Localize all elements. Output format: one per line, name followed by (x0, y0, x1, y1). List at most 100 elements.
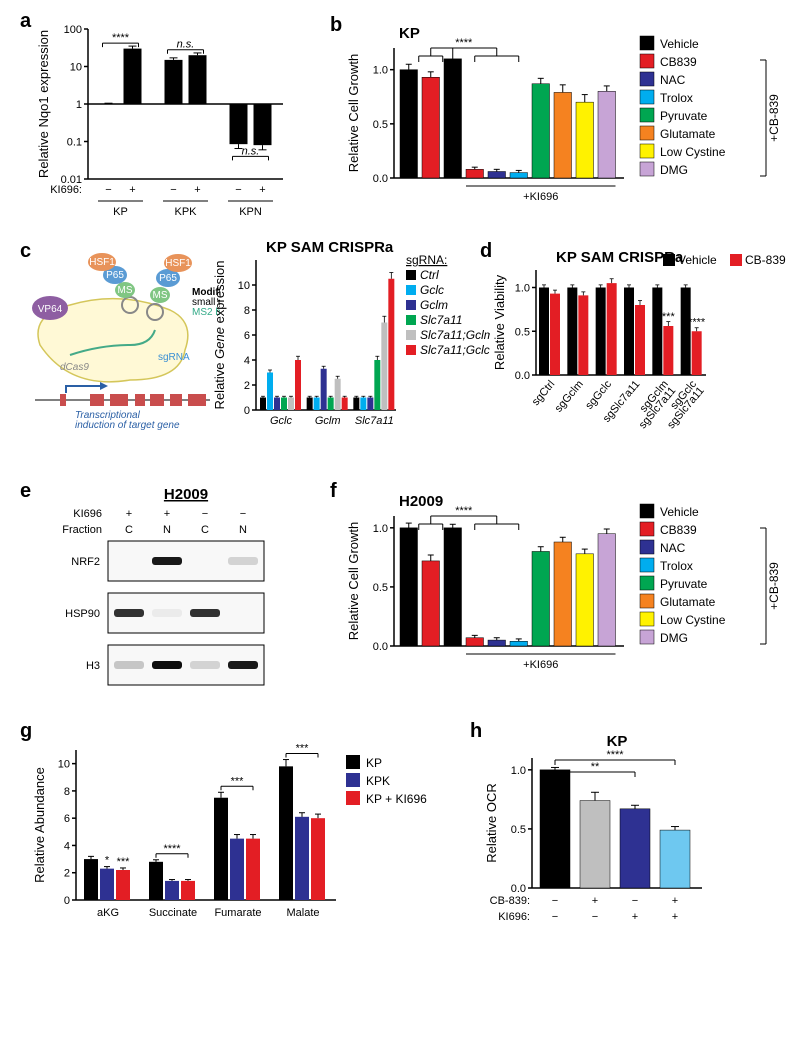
svg-text:NAC: NAC (660, 541, 686, 555)
svg-text:−: − (202, 508, 208, 520)
svg-text:+: + (194, 184, 200, 196)
svg-text:0.0: 0.0 (373, 641, 388, 653)
svg-text:+: + (592, 895, 598, 907)
svg-text:*: * (105, 855, 110, 867)
svg-text:+CB-839: +CB-839 (767, 94, 780, 142)
svg-text:HSF1: HSF1 (89, 257, 115, 268)
svg-text:0.0: 0.0 (373, 173, 388, 185)
svg-text:Relative Abundance: Relative Abundance (32, 767, 47, 883)
svg-text:N: N (239, 524, 247, 536)
svg-text:P65: P65 (159, 273, 177, 284)
svg-text:Vehicle: Vehicle (660, 37, 699, 51)
svg-text:sgGclm: sgGclm (553, 378, 586, 414)
svg-text:Relative Viability: Relative Viability (492, 274, 507, 370)
svg-text:+CB-839: +CB-839 (767, 562, 780, 610)
svg-text:KP SAM CRISPRa: KP SAM CRISPRa (266, 239, 394, 256)
svg-text:Slc7a11;Gclc: Slc7a11;Gclc (420, 343, 490, 357)
svg-text:0.5: 0.5 (373, 119, 388, 131)
panel-c-diagram: dCas9VP64sgRNAMSMSP65P65HSF1HSF1Modified… (20, 250, 220, 440)
svg-text:sgCtrl: sgCtrl (530, 378, 558, 408)
svg-text:C: C (125, 524, 133, 536)
svg-text:***: *** (231, 775, 245, 787)
svg-text:KPK: KPK (366, 774, 390, 788)
svg-text:Glutamate: Glutamate (660, 595, 716, 609)
svg-text:Relative OCR: Relative OCR (484, 783, 499, 862)
svg-text:CB-839: CB-839 (745, 253, 786, 267)
svg-text:MS: MS (118, 285, 133, 296)
panel-d-chart: KP SAM CRISPRa0.00.51.0Relative Viabilit… (490, 248, 790, 468)
svg-text:VP64: VP64 (38, 304, 63, 315)
svg-text:KPN: KPN (239, 206, 262, 218)
svg-text:CB839: CB839 (660, 523, 697, 537)
svg-text:MS: MS (153, 290, 168, 301)
svg-text:Vehicle: Vehicle (678, 253, 717, 267)
svg-text:Gclm: Gclm (420, 298, 448, 312)
svg-text:2: 2 (64, 868, 70, 880)
svg-text:n.s.: n.s. (242, 145, 260, 157)
svg-text:H2009: H2009 (164, 486, 208, 503)
svg-text:Trolox: Trolox (660, 559, 693, 573)
svg-text:8: 8 (64, 786, 70, 798)
svg-text:6: 6 (244, 330, 250, 342)
svg-text:+: + (259, 184, 265, 196)
svg-text:P65: P65 (106, 270, 124, 281)
svg-text:Ctrl: Ctrl (420, 268, 439, 282)
svg-text:100: 100 (64, 24, 82, 36)
svg-text:+: + (632, 911, 638, 923)
svg-text:KI696: KI696 (73, 508, 102, 520)
svg-text:aKG: aKG (97, 907, 119, 919)
svg-text:sgRNA:: sgRNA: (406, 253, 447, 267)
svg-text:****: **** (455, 37, 473, 49)
svg-text:****: **** (112, 32, 130, 44)
svg-text:KP: KP (366, 756, 382, 770)
svg-text:KP + KI696: KP + KI696 (366, 792, 427, 806)
svg-text:4: 4 (244, 355, 250, 367)
svg-text:Relative Cell Growth: Relative Cell Growth (346, 522, 361, 641)
svg-text:+KI696: +KI696 (523, 659, 558, 671)
svg-text:−: − (105, 184, 111, 196)
svg-text:1.0: 1.0 (373, 65, 388, 77)
svg-text:****: **** (163, 843, 181, 855)
svg-text:H3: H3 (86, 660, 100, 672)
svg-text:Succinate: Succinate (149, 907, 197, 919)
svg-text:****: **** (455, 505, 473, 517)
svg-text:NRF2: NRF2 (71, 556, 100, 568)
svg-text:**: ** (591, 761, 600, 773)
svg-text:−: − (632, 895, 638, 907)
svg-text:Glutamate: Glutamate (660, 127, 716, 141)
svg-text:−: − (170, 184, 176, 196)
panel-b-chart: KP0.00.51.0Relative Cell Growth****+KI69… (340, 20, 780, 230)
svg-text:****: **** (688, 316, 706, 328)
svg-text:CB839: CB839 (660, 55, 697, 69)
svg-text:Pyruvate: Pyruvate (660, 109, 708, 123)
svg-text:Gclm: Gclm (315, 415, 341, 427)
svg-text:−: − (552, 911, 558, 923)
svg-text:Pyruvate: Pyruvate (660, 577, 708, 591)
svg-text:N: N (163, 524, 171, 536)
svg-text:0: 0 (64, 895, 70, 907)
svg-text:Relative Nqo1 expression: Relative Nqo1 expression (36, 30, 51, 178)
svg-text:+KI696: +KI696 (523, 191, 558, 203)
svg-text:****: **** (606, 749, 624, 761)
svg-text:−: − (552, 895, 558, 907)
svg-text:Relative Cell Growth: Relative Cell Growth (346, 54, 361, 173)
svg-text:Slc7a11: Slc7a11 (420, 313, 462, 327)
svg-text:Gclc: Gclc (420, 283, 444, 297)
svg-text:−: − (592, 911, 598, 923)
svg-text:Fraction: Fraction (62, 524, 102, 536)
svg-text:***: *** (662, 311, 676, 323)
svg-text:Gclc: Gclc (270, 415, 293, 427)
svg-text:0: 0 (244, 405, 250, 417)
svg-text:8: 8 (244, 305, 250, 317)
svg-text:KP: KP (113, 206, 128, 218)
svg-text:Fumarate: Fumarate (214, 907, 261, 919)
svg-text:10: 10 (70, 62, 82, 74)
svg-text:0.5: 0.5 (373, 582, 388, 594)
svg-text:Low Cystine: Low Cystine (660, 145, 726, 159)
svg-text:dCas9: dCas9 (60, 362, 89, 373)
svg-text:DMG: DMG (660, 631, 688, 645)
panel-h-chart: KP0.00.51.0Relative OCR−−+−−+++CB-839:KI… (480, 730, 780, 960)
svg-text:1: 1 (76, 99, 82, 111)
panel-f-chart: H20090.00.51.0Relative Cell Growth****+K… (340, 488, 780, 698)
panel-a-chart: 0.010.1110100Relative Nqo1 expression−+*… (30, 14, 310, 224)
